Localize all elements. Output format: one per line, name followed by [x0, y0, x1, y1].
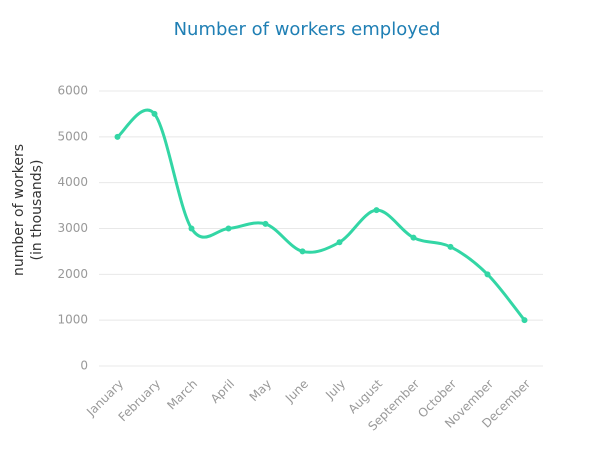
point — [484, 271, 491, 278]
chart-title: Number of workers employed — [174, 19, 441, 40]
y-tick-label: 1000 — [57, 313, 88, 327]
point — [373, 207, 380, 214]
x-tick-label: March — [164, 377, 200, 413]
point — [410, 234, 417, 241]
y-tick-label: 3000 — [57, 221, 88, 235]
line — [116, 108, 526, 322]
y-axis-label: number of workers (in thousands) — [11, 144, 45, 276]
point — [151, 110, 158, 117]
point — [225, 225, 232, 232]
point — [336, 239, 343, 246]
y-tick-label: 2000 — [57, 267, 88, 281]
x-tick-label: June — [282, 377, 311, 406]
y-tick-label: 4000 — [57, 175, 88, 189]
y-tick-label: 5000 — [57, 129, 88, 143]
point — [447, 243, 454, 250]
y-label-line: number of workers — [11, 144, 27, 276]
x-tick-label: July — [322, 377, 348, 403]
point — [188, 225, 195, 232]
x-tick-label: May — [247, 377, 274, 404]
y-tick-label: 0 — [80, 359, 88, 373]
point — [521, 317, 528, 324]
y-label-line: (in thousands) — [29, 160, 45, 261]
point — [299, 248, 306, 255]
point — [262, 220, 269, 227]
y-tick-label: 6000 — [57, 84, 88, 98]
x-tick-label: April — [208, 377, 237, 406]
point — [114, 133, 121, 140]
